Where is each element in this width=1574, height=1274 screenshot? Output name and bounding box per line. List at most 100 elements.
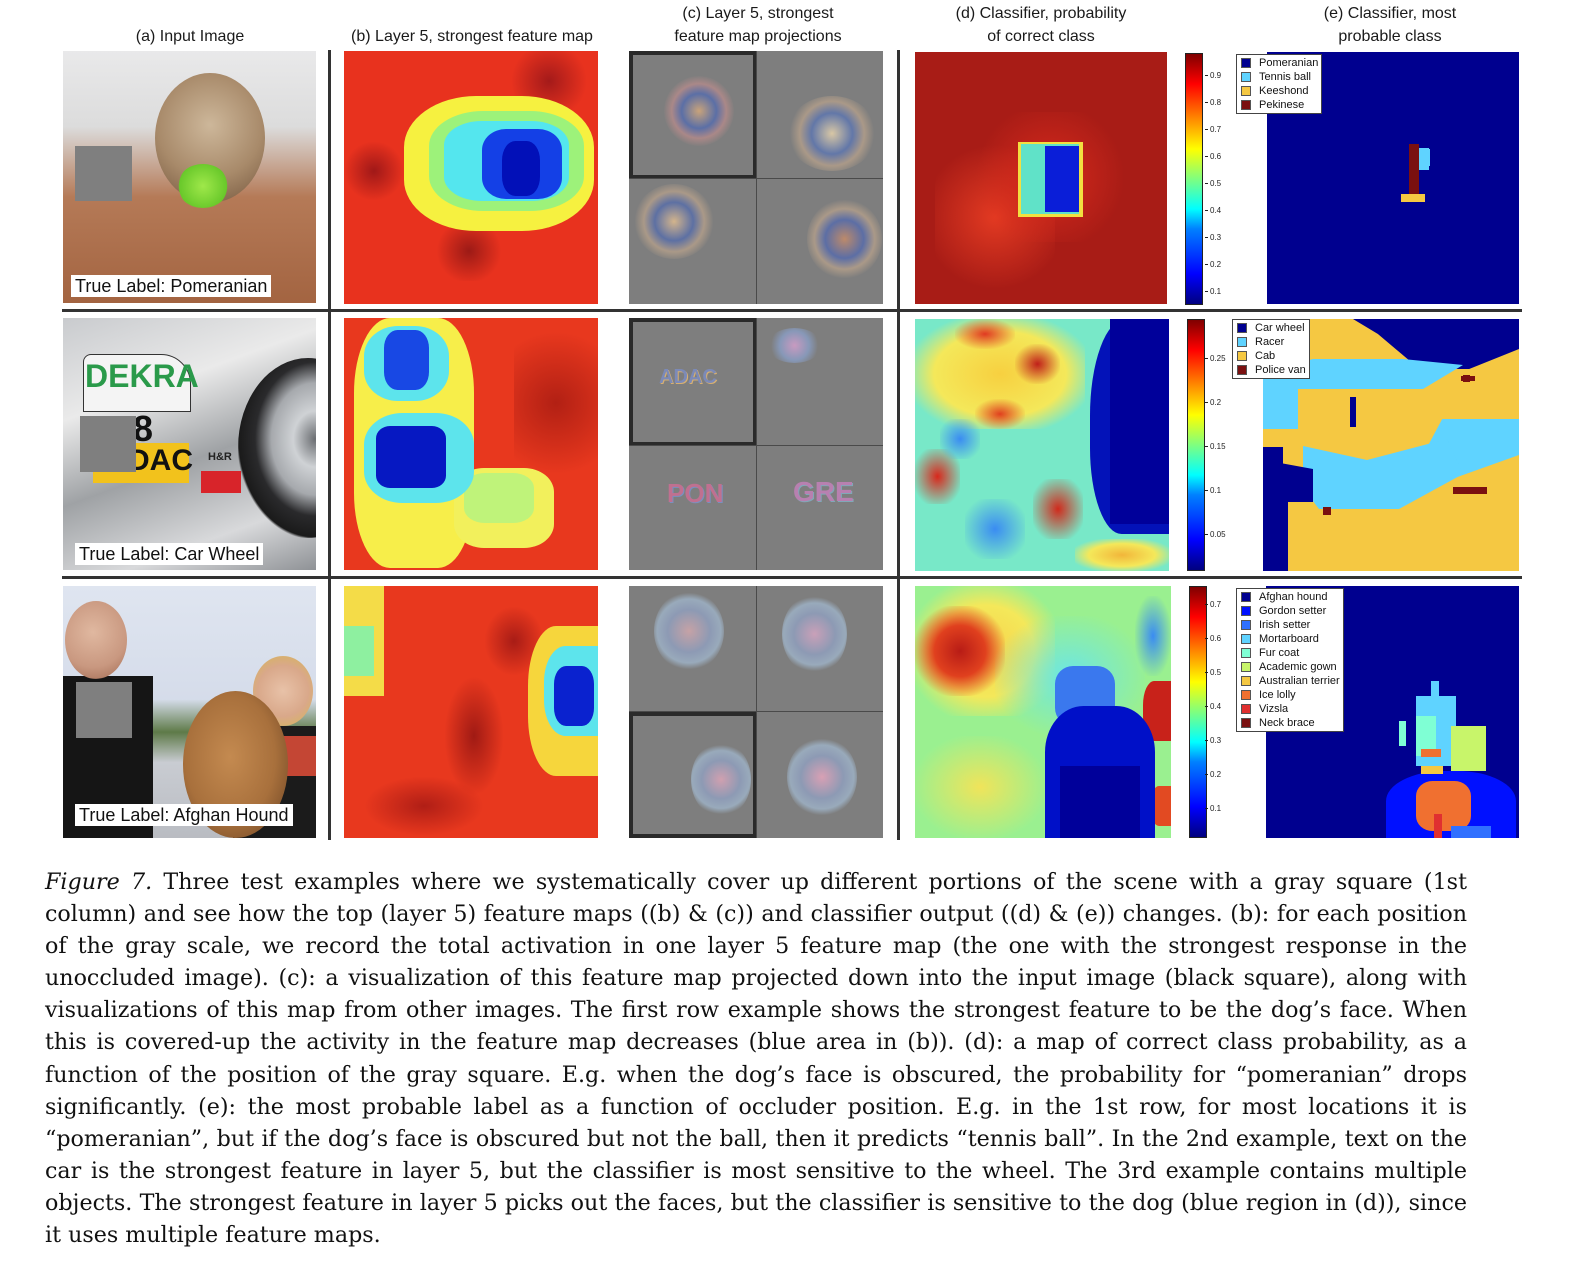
legend-swatch	[1237, 323, 1247, 333]
colorbar-tick: 0.9	[1204, 71, 1222, 80]
heat-blue-bottom	[965, 499, 1025, 559]
heat-dark-red-bottom	[434, 221, 504, 281]
colorbar-tick: 0.5	[1204, 668, 1222, 677]
legend-label: Keeshond	[1259, 85, 1309, 97]
dekra-text: DEKRA	[85, 358, 199, 394]
legend-item: Pekinese	[1241, 98, 1318, 112]
colorbar-tick: 0.7	[1204, 600, 1222, 609]
legend-swatch	[1241, 620, 1251, 630]
legend-label: Vizsla	[1259, 703, 1289, 715]
projection-text-pon: PON	[667, 478, 724, 508]
colorbar-tick: 0.1	[1204, 804, 1222, 813]
projection-divider	[756, 51, 757, 304]
class-region-fur-coat	[1399, 721, 1406, 746]
legend-label: Irish setter	[1259, 619, 1311, 631]
legend-label: Neck brace	[1259, 717, 1315, 729]
heat-blue-mid	[376, 426, 446, 488]
heat-red-top2	[1015, 344, 1060, 384]
legend-swatch	[1237, 351, 1247, 361]
header-d-line2: of correct class	[987, 28, 1095, 45]
class-region-australian-terrier	[1421, 766, 1443, 774]
projection-divider	[756, 586, 757, 838]
legend-label: Pekinese	[1259, 99, 1305, 111]
legend-swatch	[1241, 662, 1251, 672]
projections-row3	[629, 586, 883, 838]
class-region-keeshond	[1401, 194, 1425, 202]
colorbar-tick: 0.5	[1204, 179, 1222, 188]
class-region-car-wheel-bar	[1350, 397, 1356, 427]
class-region-irish-setter	[1451, 826, 1491, 838]
legend-swatch	[1241, 72, 1251, 82]
legend-swatch	[1241, 704, 1251, 714]
man-head	[65, 601, 127, 679]
heat-blue-right	[554, 666, 594, 726]
legend-item: Neck brace	[1241, 716, 1340, 730]
legend-item: Tennis ball	[1241, 70, 1318, 84]
legend-swatch	[1241, 648, 1251, 658]
legend-item: Gordon setter	[1241, 604, 1340, 618]
row-divider-1	[62, 309, 1522, 312]
hr-logo-text: H&R	[208, 451, 232, 463]
legend-label: Academic gown	[1259, 661, 1337, 673]
figure-caption: Figure 7. Three test examples where we s…	[45, 866, 1467, 1251]
colorbar-tick: 0.7	[1204, 125, 1222, 134]
true-label-pomeranian: True Label: Pomeranian	[71, 275, 272, 297]
car-number: 8	[133, 408, 154, 449]
input-image-afghan-hound: True Label: Afghan Hound	[63, 586, 316, 838]
projection-texture	[634, 184, 714, 259]
legend-swatch	[1241, 634, 1251, 644]
colorbar-tick: 0.3	[1204, 233, 1222, 242]
heat-yellow-bottom	[915, 736, 1045, 838]
legend-item: Car wheel	[1237, 321, 1306, 335]
colorbar-row3[interactable]	[1189, 586, 1207, 838]
projection-text-adac: ADAC	[659, 366, 717, 388]
projection-texture	[767, 328, 822, 363]
projection-divider	[629, 178, 883, 179]
heat-yellow-bottom	[1075, 539, 1169, 571]
heat-blue-topright	[1135, 596, 1171, 676]
gray-occluder-square	[76, 682, 132, 738]
legend-label: Australian terrier	[1259, 675, 1340, 687]
input-image-car-wheel: DEKRA 8 DAC H&R True Label: Car Wheel	[63, 318, 316, 570]
legend-swatch	[1237, 337, 1247, 347]
colorbar-row1[interactable]	[1185, 53, 1203, 305]
class-region-police-van	[1453, 487, 1487, 494]
colorbar-tick: 0.4	[1204, 702, 1222, 711]
projection-selected-cell: ADAC	[629, 318, 757, 446]
class-region-ice-lolly	[1421, 749, 1441, 757]
legend-swatch	[1241, 690, 1251, 700]
projections-row1	[629, 51, 883, 304]
colorbar-tick: 0.2	[1204, 398, 1222, 407]
legend-label: Car wheel	[1255, 322, 1305, 334]
class-region-tennis-ball	[1422, 149, 1430, 166]
colorbar-tick: 0.6	[1204, 152, 1222, 161]
colorbar-tick: 0.2	[1204, 260, 1222, 269]
colorbar-row2[interactable]	[1187, 319, 1205, 571]
projection-cell	[757, 179, 883, 304]
class-region-mortarboard	[1431, 681, 1439, 701]
colorbar-tick: 0.05	[1205, 530, 1226, 539]
projection-texture	[787, 96, 877, 171]
class-region-pekinese	[1409, 144, 1419, 194]
projection-cell	[629, 586, 757, 712]
legend-swatch	[1241, 86, 1251, 96]
projection-cell	[629, 179, 757, 304]
col-divider-a-b	[328, 50, 331, 840]
true-label-afghan-hound: True Label: Afghan Hound	[75, 804, 293, 826]
legend-item: Vizsla	[1241, 702, 1340, 716]
projection-divider	[629, 445, 883, 446]
legend-swatch	[1241, 676, 1251, 686]
projection-cell: GRE	[757, 446, 883, 570]
colorbar-tick: 0.8	[1204, 98, 1222, 107]
projection-cell: PON	[629, 446, 757, 570]
adac-text: DAC	[128, 444, 193, 477]
heat-blue-patch	[1045, 146, 1079, 212]
true-label-car-wheel: True Label: Car Wheel	[75, 543, 264, 565]
legend-item: Keeshond	[1241, 84, 1318, 98]
layer5-feature-map-row1	[344, 51, 598, 304]
legend-item: Ice lolly	[1241, 688, 1340, 702]
legend-label: Mortarboard	[1259, 633, 1319, 645]
legend-swatch	[1241, 718, 1251, 728]
projection-selected-cell	[629, 712, 757, 838]
figure-label: Figure 7.	[45, 869, 153, 895]
